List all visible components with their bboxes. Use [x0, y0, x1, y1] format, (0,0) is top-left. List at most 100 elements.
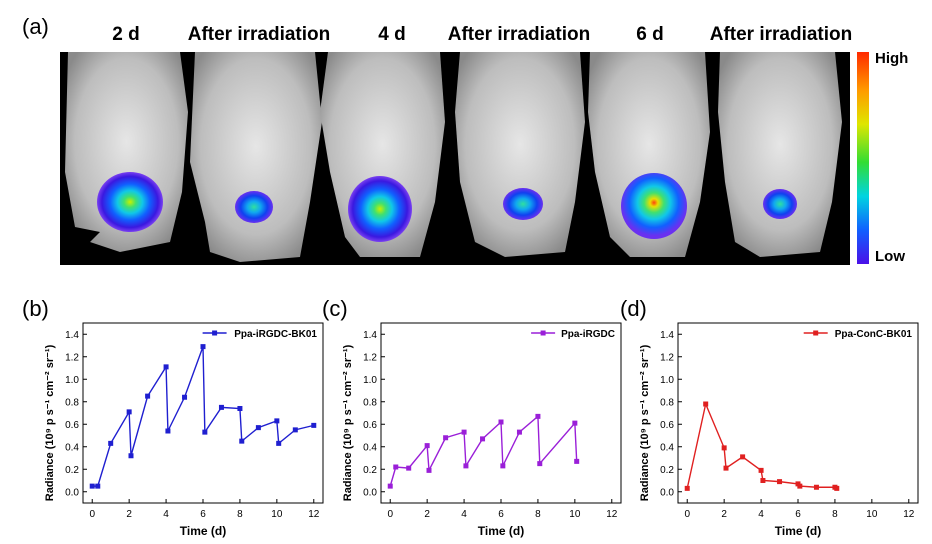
- data-point: [126, 409, 132, 415]
- data-point: [721, 445, 727, 451]
- data-point: [202, 429, 208, 435]
- data-point: [572, 420, 578, 426]
- data-point: [797, 483, 803, 489]
- y-tick-label: 0.0: [363, 487, 377, 498]
- data-point: [574, 458, 580, 464]
- x-tick-label: 8: [832, 509, 838, 520]
- data-point: [200, 344, 206, 350]
- data-point: [500, 463, 506, 469]
- chart-b: 0.0 0.2 0.4 0.6 0.8 1.0 1.2 1.4 0 2 4 6 8 10 12 Time (d…: [44, 322, 324, 538]
- data-point: [498, 419, 504, 425]
- panel-label-d: (d): [620, 296, 647, 321]
- x-axis-label: Time (d): [775, 524, 821, 538]
- y-axis-label: Radiance (10⁹ p s⁻¹ cm⁻² sr⁻¹): [639, 344, 651, 501]
- y-tick-label: 0.2: [363, 465, 377, 476]
- x-tick-label: 0: [89, 509, 95, 520]
- data-point: [292, 427, 298, 433]
- x-tick-label: 8: [535, 509, 541, 520]
- x-tick-label: 2: [721, 509, 727, 520]
- legend-label: Ppa-ConC-BK01: [835, 329, 913, 340]
- y-tick-label: 0.8: [363, 397, 377, 408]
- x-tick-label: 10: [271, 509, 283, 520]
- x-tick-label: 6: [498, 509, 504, 520]
- data-point: [760, 478, 766, 483]
- panel-label-b: (b): [22, 296, 49, 321]
- y-tick-label: 0.4: [363, 442, 377, 453]
- chart-c: 0.0 0.2 0.4 0.6 0.8 1.0 1.2 1.4 0 2 4 6 8 10 12 Time (d…: [342, 322, 622, 538]
- panel-label-c: (c): [322, 296, 348, 321]
- legend-label: Ppa-iRGDC: [561, 329, 615, 340]
- x-tick-label: 6: [200, 509, 206, 520]
- data-point: [740, 454, 746, 460]
- data-point: [393, 464, 399, 470]
- y-tick-label: 0.0: [660, 487, 674, 498]
- x-tick-label: 12: [308, 509, 320, 520]
- y-tick-label: 1.2: [65, 352, 79, 363]
- data-point: [274, 418, 280, 424]
- tumor-signal-2: [235, 191, 273, 223]
- x-tick-label: 0: [387, 509, 393, 520]
- data-point: [387, 483, 393, 489]
- data-point: [537, 461, 543, 467]
- data-point: [463, 463, 469, 469]
- x-tick-label: 0: [684, 509, 690, 520]
- y-tick-label: 1.2: [660, 352, 674, 363]
- data-point: [406, 465, 412, 471]
- tumor-signal-4: [503, 188, 543, 220]
- x-tick-label: 4: [758, 509, 764, 520]
- x-tick-label: 4: [163, 509, 169, 520]
- image-label-4d: 4 d: [378, 24, 406, 45]
- colorbar-high-label: High: [875, 50, 909, 67]
- data-point: [95, 483, 101, 489]
- chart-d: 0.0 0.2 0.4 0.6 0.8 1.0 1.2 1.4 0 2 4 6 8 10 12 Time (d…: [639, 322, 919, 538]
- mouse-body-4: [455, 52, 585, 257]
- data-point: [777, 479, 783, 485]
- data-point: [165, 428, 171, 434]
- data-point: [723, 465, 729, 471]
- panel-label-a: (a): [22, 14, 49, 39]
- data-point: [684, 485, 690, 491]
- y-tick-label: 0.0: [65, 487, 79, 498]
- y-tick-label: 1.0: [65, 375, 79, 386]
- y-tick-label: 0.2: [660, 465, 674, 476]
- data-point: [426, 467, 432, 473]
- x-tick-label: 12: [903, 509, 915, 520]
- data-point: [89, 483, 95, 489]
- tumor-signal-6: [763, 189, 797, 219]
- y-tick-label: 0.6: [363, 420, 377, 431]
- series-line: [92, 346, 314, 487]
- x-tick-label: 10: [569, 509, 581, 520]
- y-tick-label: 0.4: [660, 442, 674, 453]
- series-line: [389, 414, 578, 487]
- x-axis-label: Time (d): [478, 524, 524, 538]
- data-point: [239, 438, 245, 444]
- x-tick-label: 12: [606, 509, 618, 520]
- data-point: [535, 413, 541, 419]
- y-tick-label: 0.6: [65, 420, 79, 431]
- data-point: [461, 429, 467, 435]
- legend-label: Ppa-iRGDC-BK01: [234, 329, 317, 340]
- data-point: [703, 401, 709, 407]
- tumor-signal-3: [348, 176, 412, 242]
- y-axis-label: Radiance (10⁹ p s⁻¹ cm⁻² sr⁻¹): [342, 344, 354, 501]
- data-point: [163, 364, 169, 370]
- y-tick-label: 1.0: [363, 375, 377, 386]
- y-tick-label: 1.2: [363, 352, 377, 363]
- data-point: [443, 435, 449, 441]
- data-point: [108, 440, 114, 446]
- data-point: [758, 467, 764, 473]
- mouse-image-strip: [60, 52, 850, 265]
- y-tick-label: 1.4: [363, 330, 377, 341]
- data-point: [218, 404, 224, 410]
- y-tick-label: 1.4: [660, 330, 674, 341]
- x-tick-label: 10: [866, 509, 878, 520]
- y-tick-label: 0.8: [65, 397, 79, 408]
- data-point: [276, 440, 282, 446]
- x-tick-label: 4: [461, 509, 467, 520]
- data-point: [834, 485, 840, 491]
- image-label-after-irradiation-2: After irradiation: [447, 24, 591, 45]
- y-axis-label: Radiance (10⁹ p s⁻¹ cm⁻² sr⁻¹): [44, 344, 56, 501]
- x-axis-label: Time (d): [180, 524, 226, 538]
- data-point: [182, 394, 188, 400]
- y-tick-label: 1.0: [660, 375, 674, 386]
